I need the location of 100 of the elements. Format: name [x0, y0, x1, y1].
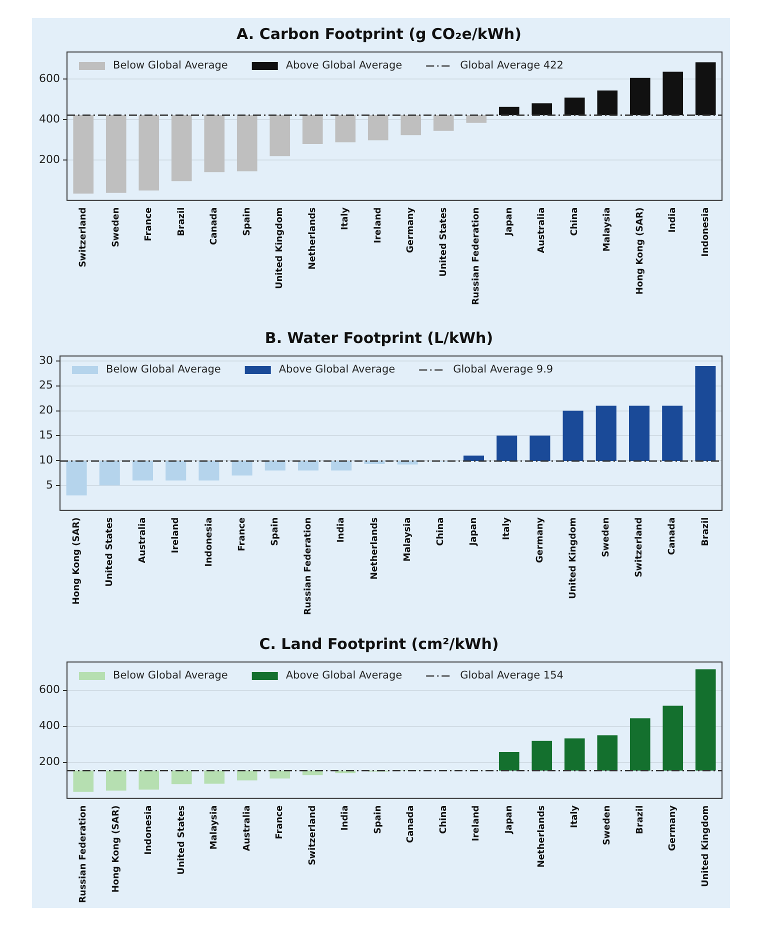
x-tick-label: Indonesia	[144, 805, 154, 855]
y-tick-label: 600	[38, 683, 60, 696]
y-tick-label: 20	[38, 404, 53, 417]
chart-title: B. Water Footprint (L/kWh)	[264, 328, 494, 347]
bar	[433, 115, 454, 131]
x-tick-label: Netherlands	[308, 207, 318, 270]
x-tick-label: Sweden	[111, 207, 122, 248]
bar	[695, 366, 716, 462]
x-tick-label: Ireland	[472, 805, 482, 842]
bar	[630, 718, 650, 771]
bar	[597, 735, 618, 771]
bar	[562, 410, 584, 462]
x-tick-label: United States	[104, 517, 115, 587]
x-tick-label: Malaysia	[210, 805, 220, 850]
y-tick-label: 200	[38, 152, 60, 166]
x-tick-label: Netherlands	[537, 805, 548, 868]
legend-label: Below Global Average	[112, 670, 228, 682]
bar	[400, 115, 422, 136]
y-tick-label: 10	[38, 453, 53, 466]
bar	[204, 770, 225, 784]
legend-label: Above Global Average	[286, 60, 402, 72]
bar	[498, 752, 520, 771]
x-tick-label: Brazil	[635, 805, 646, 834]
x-tick-label: Italy	[570, 805, 580, 828]
x-tick-label: Australia	[242, 805, 252, 852]
bar	[106, 115, 126, 193]
bar	[298, 461, 319, 470]
bar	[496, 436, 518, 462]
y-tick-label: 400	[38, 719, 60, 732]
bar	[171, 770, 192, 784]
bar	[106, 770, 126, 791]
bar	[397, 461, 418, 465]
chart-title: C. Land Footprint (cm²/kWh)	[259, 634, 499, 653]
bar	[270, 115, 290, 156]
bar	[466, 115, 487, 123]
bar	[596, 406, 616, 462]
x-tick-label: Switzerland	[78, 207, 89, 268]
x-tick-label: Spain	[242, 207, 252, 236]
bar	[628, 406, 650, 462]
bar	[364, 461, 385, 464]
legend-label: Below Global Average	[106, 364, 221, 376]
x-tick-label: Japan	[504, 805, 514, 835]
x-tick-label: Germany	[668, 805, 678, 851]
x-tick-label: Hong Kong (SAR)	[72, 517, 82, 605]
x-tick-label: Russian Federation	[304, 517, 314, 616]
x-tick-label: Germany	[535, 517, 546, 563]
bar	[532, 103, 552, 116]
bar	[204, 115, 225, 172]
x-tick-label: France	[144, 207, 154, 242]
x-tick-label: Italy	[340, 207, 351, 230]
x-tick-label: Hong Kong (SAR)	[635, 207, 646, 295]
x-tick-label: Malaysia	[402, 517, 413, 562]
bar	[368, 115, 388, 140]
x-tick-label: Hong Kong (SAR)	[111, 805, 122, 893]
x-tick-label: Ireland	[171, 517, 182, 554]
bar	[662, 406, 683, 462]
bar	[530, 436, 550, 462]
x-tick-label: India	[340, 805, 351, 831]
bar	[302, 115, 323, 144]
bar	[171, 115, 192, 182]
legend-label: Below Global Average	[112, 60, 228, 72]
x-tick-label: United Kingdom	[568, 517, 578, 600]
x-tick-label: Russian Federation	[78, 805, 89, 904]
bar	[597, 90, 618, 116]
x-tick-label: Switzerland	[308, 805, 318, 866]
bar	[73, 115, 94, 194]
x-tick-label: India	[668, 207, 678, 233]
y-tick-label: 15	[38, 428, 53, 442]
x-tick-label: Sweden	[601, 517, 612, 558]
x-tick-label: Australia	[138, 517, 148, 564]
x-tick-label: Germany	[406, 207, 416, 253]
bar	[138, 115, 160, 190]
x-tick-label: United States	[438, 207, 449, 277]
x-tick-label: France	[275, 805, 286, 840]
bar	[331, 461, 352, 470]
x-tick-label: Indonesia	[204, 517, 214, 567]
bar	[662, 72, 684, 116]
x-tick-label: Switzerland	[634, 517, 645, 578]
x-tick-label: Italy	[502, 517, 512, 540]
x-tick-label: Netherlands	[370, 517, 380, 580]
bar	[564, 98, 585, 116]
x-tick-label: China	[438, 805, 449, 834]
bar	[132, 461, 154, 480]
legend-label: Above Global Average	[286, 670, 402, 682]
bar	[498, 106, 520, 116]
x-tick-label: Ireland	[373, 207, 384, 244]
x-tick-label: Brazil	[700, 517, 711, 546]
x-tick-label: Japan	[469, 517, 480, 547]
bar	[198, 461, 220, 480]
x-tick-label: China	[436, 517, 446, 546]
bar	[264, 461, 286, 470]
x-tick-label: Australia	[537, 207, 548, 254]
legend-label: Global Average 9.9	[453, 364, 554, 376]
x-tick-label: Brazil	[176, 207, 187, 236]
x-tick-label: Canada	[406, 805, 416, 844]
x-tick-label: China	[570, 207, 580, 236]
bar	[695, 62, 716, 116]
bar	[532, 740, 552, 771]
bar	[236, 115, 258, 172]
bar	[302, 770, 323, 776]
